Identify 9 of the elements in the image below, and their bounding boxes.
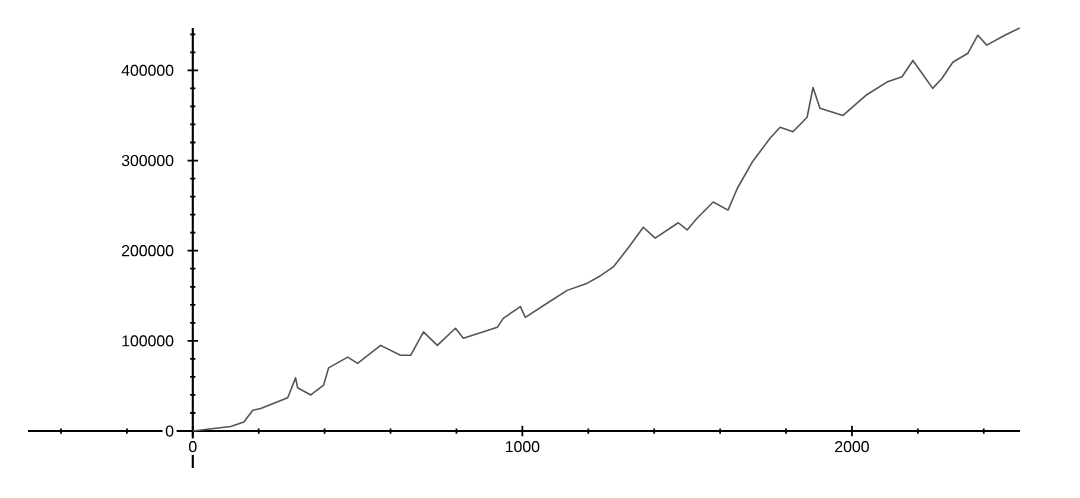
x-tick-label: 0 — [189, 441, 197, 453]
y-tick-label: 300000 — [121, 154, 174, 167]
line-series — [192, 27, 1021, 432]
x-tick-label: 2000 — [835, 441, 869, 453]
y-tick-label: 100000 — [122, 335, 174, 347]
x-tick-label: 1000 — [505, 441, 540, 453]
y-tick-label: 0 — [165, 425, 174, 437]
y-tick-label: 400000 — [121, 64, 174, 76]
y-tick-label: 200000 — [122, 245, 174, 257]
